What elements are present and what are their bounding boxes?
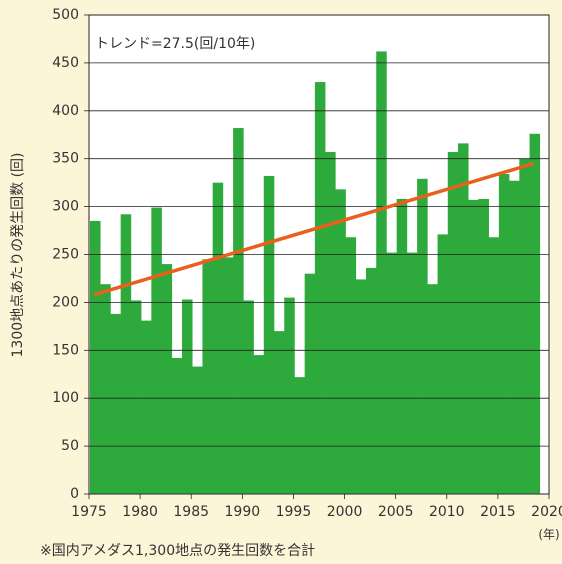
bar [529,133,541,495]
bar [468,199,479,495]
bar [355,279,367,494]
bar [304,273,316,494]
x-tick-label: 1975 [71,504,107,520]
x-tick-label: 1995 [276,504,312,520]
bar [212,182,224,494]
bar [202,259,213,494]
bar [366,267,377,494]
bar [253,355,265,494]
bar [437,234,449,494]
trend-line [93,161,535,297]
x-tick-label: 1990 [225,504,261,520]
bar [263,175,275,494]
bar [100,284,111,494]
bar [498,174,510,494]
x-tick-label: 2015 [480,504,516,520]
bar [509,180,520,494]
bar [182,299,193,494]
footnote: ※国内アメダス1,300地点の発生回数を合計 [40,543,315,559]
bar [171,357,183,494]
bar [90,220,101,494]
bar [345,237,357,495]
y-tick-label: 500 [52,7,79,23]
bar [130,300,142,494]
bar [314,82,326,494]
y-tick-label: 450 [52,55,79,71]
x-unit: (年) [538,528,559,542]
bar [488,237,500,495]
bar [335,189,346,494]
bar [141,320,152,494]
x-tick-label: 1980 [122,504,158,520]
x-tick-label: 2020 [531,504,562,520]
x-tick-label: 2000 [327,504,363,520]
bar [233,128,244,494]
x-tick-label: 2010 [429,504,465,520]
y-tick-label: 300 [52,199,79,215]
y-tick-label: 250 [52,247,79,263]
bar [478,198,489,494]
y-tick-label: 150 [52,342,79,358]
y-tick-label: 50 [61,438,79,454]
bar [294,377,305,494]
x-tick-label: 1985 [173,504,209,520]
bar [458,143,469,494]
bar [396,198,408,494]
bar [274,331,285,494]
bar [519,158,530,494]
bar [447,151,459,494]
bar [417,178,428,494]
bar [192,366,203,494]
y-tick-label: 100 [52,390,79,406]
y-axis-label: 1300地点あたりの発生回数 (回) [10,152,26,357]
y-tick-label: 0 [70,486,79,502]
bar [110,313,121,494]
bar [427,284,438,494]
bar [376,51,387,495]
bar [284,297,295,494]
bar [161,264,173,494]
y-tick-label: 400 [52,103,79,119]
bar [386,252,397,494]
x-tick-label: 2005 [378,504,414,520]
y-tick-label: 350 [52,151,79,167]
y-tick-label: 200 [52,294,79,310]
bar [151,207,162,495]
annotation: トレンド=27.5(回/10年) [95,36,255,52]
bar [325,151,336,494]
bar [243,300,254,494]
bar [120,214,132,494]
bar [406,252,418,494]
bar [222,257,234,494]
